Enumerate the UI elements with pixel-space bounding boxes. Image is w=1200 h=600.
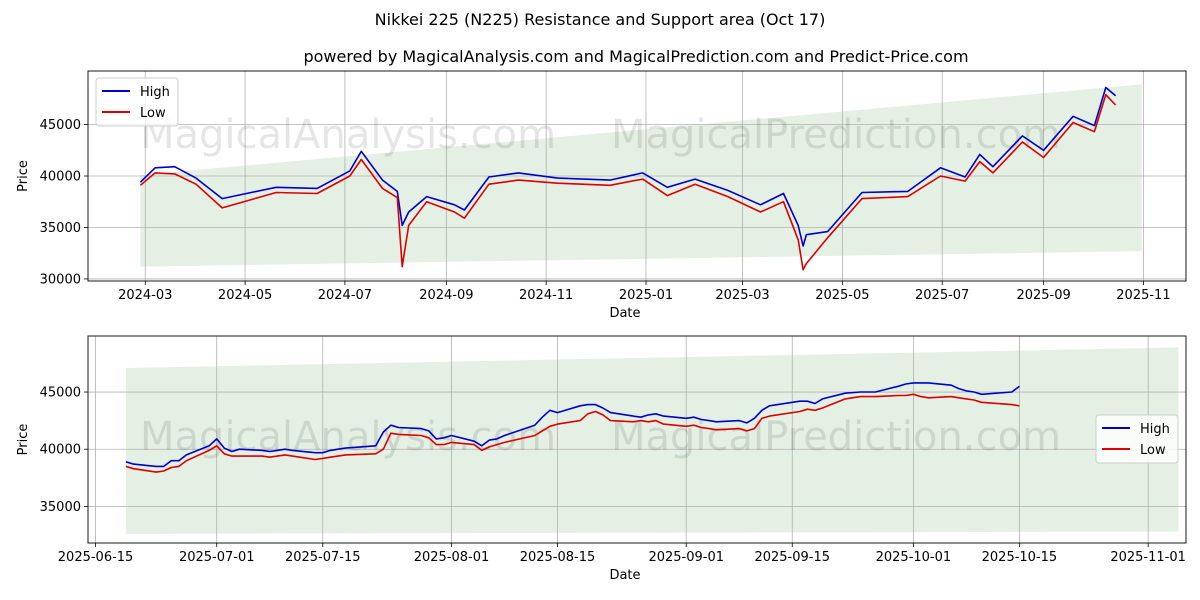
x-tick-label: 2025-10-15 (982, 550, 1058, 565)
x-tick-label: 2025-10-01 (876, 550, 952, 565)
x-tick-label: 2025-11 (1116, 288, 1170, 303)
series-line-high (139, 86, 1117, 247)
watermark: MagicalPrediction.com (611, 414, 1061, 460)
chart-title: Nikkei 225 (N225) Resistance and Support… (375, 10, 826, 29)
plot-frame (87, 335, 1187, 544)
x-tick-label: 2025-03 (715, 288, 769, 303)
x-tick-label: 2024-03 (118, 288, 172, 303)
chart-subtitle: powered by MagicalAnalysis.com and Magic… (303, 47, 968, 66)
support-resistance-band (140, 84, 1142, 267)
x-tick-label: 2024-07 (318, 288, 372, 303)
legend-label-high: High (1140, 422, 1170, 437)
y-tick-label: 45000 (40, 118, 81, 133)
legend-label-low: Low (1140, 443, 1166, 458)
x-tick-label: 2024-09 (419, 288, 473, 303)
y-tick-label: 45000 (40, 386, 81, 401)
series-line-high (125, 382, 1020, 468)
y-tick-label: 30000 (40, 272, 81, 287)
y-axis-label: Price (16, 160, 31, 192)
x-tick-label: 2025-07-15 (285, 550, 361, 565)
x-tick-label: 2025-07 (915, 288, 969, 303)
x-tick-label: 2025-01 (619, 288, 673, 303)
x-tick-label: 2025-08-01 (414, 550, 490, 565)
y-tick-label: 40000 (40, 443, 81, 458)
series-line-low (125, 393, 1020, 473)
legend: High Low (95, 77, 179, 127)
x-tick-label: 2025-06-15 (58, 550, 134, 565)
y-axis-label: Price (16, 424, 31, 456)
x-tick-label: 2025-08-15 (520, 550, 596, 565)
legend-label-high: High (140, 85, 170, 100)
legend: High Low (1095, 414, 1179, 464)
legend-label-low: Low (140, 106, 166, 121)
recent-price-chart: 2025-06-15 2025-07-01 2025-07-15 2025-08-01… (16, 335, 1187, 583)
x-tick-label: 2024-11 (519, 288, 573, 303)
x-tick-label: 2025-09 (1016, 288, 1070, 303)
x-tick-label: 2025-09-15 (754, 550, 830, 565)
watermark: MagicalAnalysis.com (140, 112, 556, 158)
main-price-chart: 2024-03 2024-05 2024-07 2024-09 2024-11 2025-… (16, 70, 1187, 321)
x-axis-label: Date (609, 306, 640, 321)
series-line-low (139, 93, 1117, 271)
y-tick-label: 40000 (40, 170, 81, 185)
x-tick-label: 2025-09-01 (648, 550, 724, 565)
x-tick-label: 2025-11-01 (1110, 550, 1186, 565)
watermark: MagicalAnalysis.com (140, 414, 556, 460)
plot-frame (87, 70, 1187, 282)
x-tick-label: 2025-07-01 (179, 550, 255, 565)
x-tick-label: 2024-05 (218, 288, 272, 303)
watermark: MagicalPrediction.com (611, 112, 1061, 158)
x-axis-label: Date (609, 568, 640, 583)
y-tick-label: 35000 (40, 221, 81, 236)
x-tick-label: 2025-05 (815, 288, 869, 303)
y-tick-label: 35000 (40, 500, 81, 515)
